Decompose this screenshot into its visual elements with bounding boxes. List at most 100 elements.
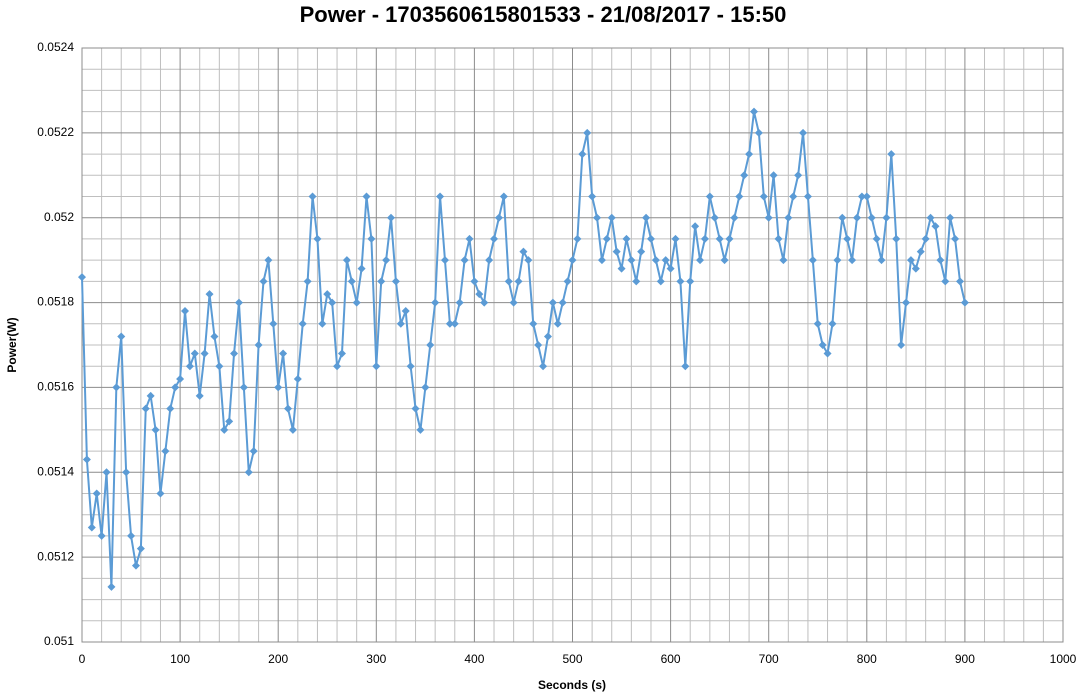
x-tick-label: 1000 [1050, 652, 1077, 666]
point-marker [612, 247, 621, 256]
point-marker [789, 192, 798, 201]
point-marker [190, 349, 199, 358]
point-marker [156, 489, 165, 498]
point-marker [936, 256, 945, 265]
point-marker [539, 362, 548, 371]
y-axis-title: Power(W) [5, 317, 19, 372]
point-marker [646, 234, 655, 243]
point-marker [833, 256, 842, 265]
point-marker [666, 264, 675, 273]
point-marker [926, 213, 935, 222]
point-marker [578, 150, 587, 159]
point-marker [234, 298, 243, 307]
point-marker [534, 341, 543, 349]
point-marker [117, 332, 126, 341]
x-tick-label: 300 [366, 652, 386, 666]
point-marker [627, 256, 636, 265]
point-marker [259, 277, 268, 286]
point-marker [676, 277, 685, 286]
point-marker [494, 213, 503, 222]
point-marker [210, 332, 219, 341]
point-marker [195, 391, 204, 400]
point-marker [347, 277, 356, 286]
point-marker [637, 247, 646, 256]
point-marker [391, 277, 400, 286]
x-tick-label: 100 [170, 652, 190, 666]
point-marker [691, 222, 700, 231]
point-marker [759, 192, 768, 201]
point-marker [396, 319, 405, 328]
chart-title: Power - 1703560615801533 - 21/08/2017 - … [300, 2, 787, 27]
point-marker [573, 234, 582, 243]
point-marker [799, 128, 808, 137]
point-marker [166, 404, 175, 413]
point-marker [661, 256, 670, 265]
y-tick-label: 0.0522 [37, 125, 74, 139]
point-marker [127, 531, 136, 540]
point-marker [485, 256, 494, 265]
series-line [81, 111, 966, 587]
point-marker [185, 362, 194, 371]
point-marker [475, 290, 484, 299]
y-tick-label: 0.051 [44, 634, 74, 648]
point-marker [480, 298, 489, 307]
point-marker [82, 455, 91, 464]
plot-border [81, 47, 1064, 643]
point-marker [784, 213, 793, 222]
point-marker [387, 213, 396, 222]
point-marker [367, 234, 376, 243]
point-marker [97, 531, 106, 540]
point-marker [92, 489, 101, 498]
y-tick-label: 0.0514 [37, 464, 74, 478]
point-marker [769, 171, 778, 180]
point-marker [960, 298, 969, 307]
point-marker [499, 192, 508, 201]
point-marker [774, 234, 783, 243]
point-marker [87, 523, 96, 532]
y-tick-label: 0.0516 [37, 380, 74, 394]
point-marker [583, 128, 592, 137]
point-marker [141, 404, 150, 413]
point-marker [597, 256, 606, 265]
point-marker [288, 425, 297, 434]
point-marker [362, 192, 371, 201]
point-marker [470, 277, 479, 286]
point-marker [548, 298, 557, 307]
point-marker [421, 383, 430, 392]
point-marker [200, 349, 209, 358]
point-marker [720, 256, 729, 265]
point-marker [465, 234, 474, 243]
point-marker [382, 256, 391, 265]
point-marker [955, 277, 964, 286]
point-marker [504, 277, 513, 286]
point-marker [931, 222, 940, 231]
point-marker [671, 234, 680, 243]
y-tick-label: 0.0524 [37, 40, 74, 54]
x-tick-label: 800 [857, 652, 877, 666]
point-marker [313, 234, 322, 243]
point-marker [617, 264, 626, 273]
point-marker [872, 234, 881, 243]
point-marker [921, 234, 930, 243]
point-marker [813, 319, 822, 328]
point-marker [284, 404, 293, 413]
point-marker [357, 264, 366, 273]
point-marker [892, 234, 901, 243]
point-marker [745, 150, 754, 159]
x-tick-label: 700 [759, 652, 779, 666]
point-marker [941, 277, 950, 286]
point-marker [445, 319, 454, 328]
point-marker [642, 213, 651, 222]
point-marker [951, 234, 960, 243]
point-marker [333, 362, 342, 371]
point-marker [342, 256, 351, 265]
point-marker [244, 468, 253, 477]
point-marker [696, 256, 705, 265]
point-marker [279, 349, 288, 358]
point-marker [377, 277, 386, 286]
point-marker [823, 349, 832, 358]
point-marker [249, 447, 258, 456]
point-marker [146, 391, 155, 400]
point-marker [558, 298, 567, 307]
